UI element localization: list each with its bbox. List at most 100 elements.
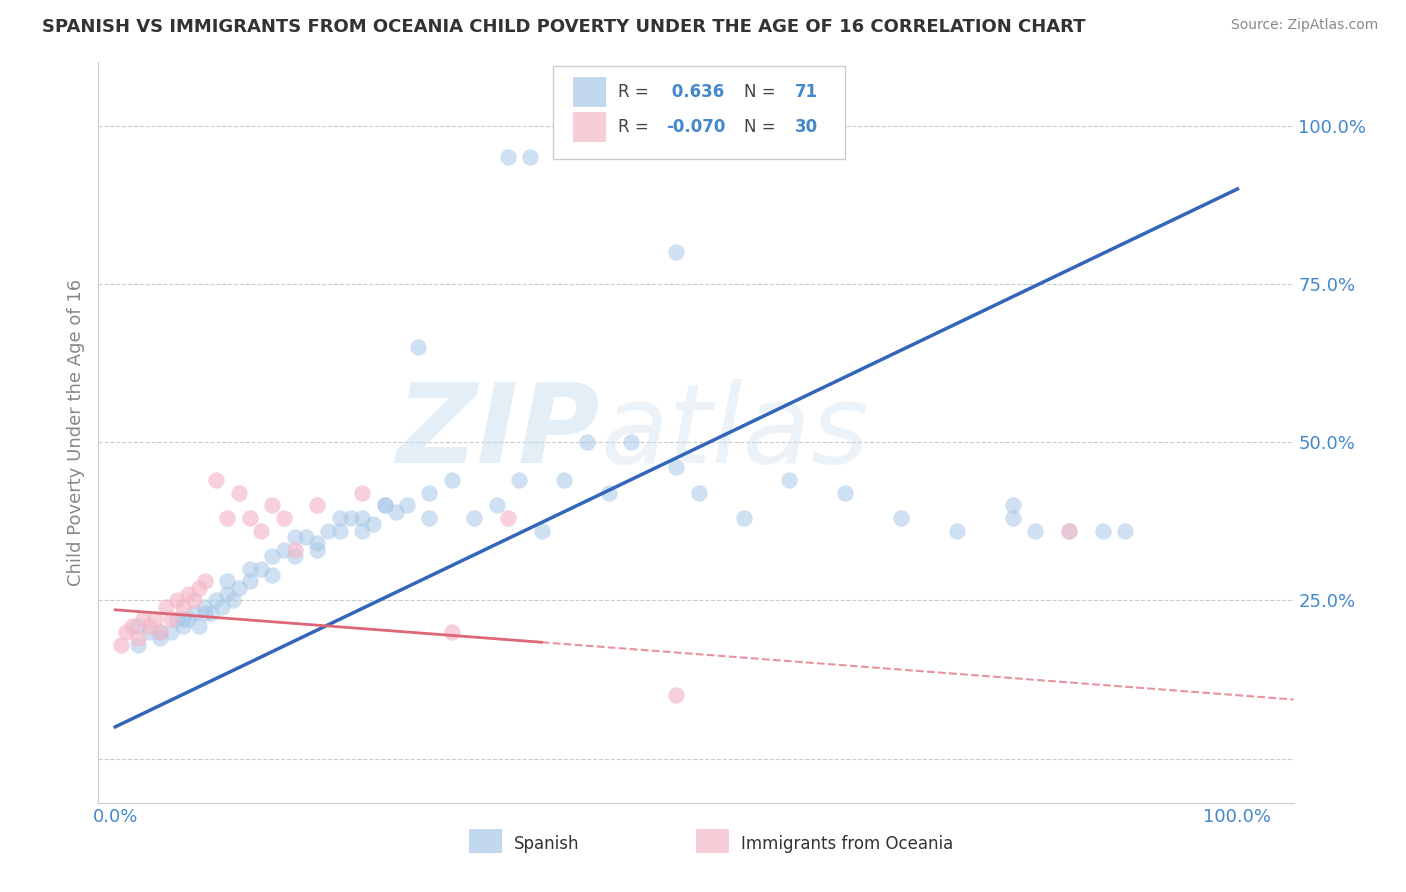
Point	[307, 536, 329, 550]
Point	[160, 612, 183, 626]
Point	[239, 562, 262, 576]
Text: Immigrants from Oceania: Immigrants from Oceania	[741, 835, 953, 853]
Point	[284, 542, 307, 557]
Point	[329, 524, 352, 538]
Point	[496, 511, 519, 525]
Point	[239, 574, 262, 589]
Point	[1091, 524, 1114, 538]
Point	[340, 511, 363, 525]
Point	[177, 587, 200, 601]
Point	[177, 612, 200, 626]
Text: Source: ZipAtlas.com: Source: ZipAtlas.com	[1230, 18, 1378, 32]
Point	[295, 530, 318, 544]
Point	[834, 485, 856, 500]
Point	[496, 150, 519, 164]
Point	[374, 499, 396, 513]
Point	[374, 499, 396, 513]
Point	[138, 624, 160, 639]
Text: 71: 71	[796, 83, 818, 101]
Point	[519, 150, 541, 164]
Text: -0.070: -0.070	[666, 118, 725, 136]
Point	[418, 485, 440, 500]
Point	[172, 618, 194, 632]
Point	[440, 624, 463, 639]
Point	[121, 618, 143, 632]
Point	[1057, 524, 1080, 538]
Point	[352, 524, 374, 538]
Point	[1001, 511, 1024, 525]
Point	[183, 606, 205, 620]
Point	[217, 574, 239, 589]
Point	[318, 524, 340, 538]
Point	[250, 524, 273, 538]
Point	[166, 612, 188, 626]
Point	[127, 638, 149, 652]
Point	[188, 581, 211, 595]
Point	[205, 473, 228, 487]
Point	[194, 574, 217, 589]
Point	[262, 499, 284, 513]
FancyBboxPatch shape	[696, 830, 730, 853]
Point	[395, 499, 418, 513]
Point	[1001, 499, 1024, 513]
Point	[1024, 524, 1046, 538]
Point	[149, 632, 172, 646]
Point	[1114, 524, 1136, 538]
Point	[132, 612, 155, 626]
Point	[222, 593, 245, 607]
Point	[127, 618, 149, 632]
Point	[200, 606, 222, 620]
Point	[217, 587, 239, 601]
Point	[160, 624, 183, 639]
Point	[239, 511, 262, 525]
Point	[508, 473, 530, 487]
Text: 0.636: 0.636	[666, 83, 724, 101]
Text: ZIP: ZIP	[396, 379, 600, 486]
Point	[284, 549, 307, 563]
Point	[188, 618, 211, 632]
Text: SPANISH VS IMMIGRANTS FROM OCEANIA CHILD POVERTY UNDER THE AGE OF 16 CORRELATION: SPANISH VS IMMIGRANTS FROM OCEANIA CHILD…	[42, 18, 1085, 36]
Point	[890, 511, 912, 525]
Text: Spanish: Spanish	[515, 835, 579, 853]
Point	[115, 624, 138, 639]
Point	[688, 485, 710, 500]
Point	[307, 499, 329, 513]
Point	[149, 624, 172, 639]
Point	[385, 505, 408, 519]
FancyBboxPatch shape	[470, 830, 502, 853]
Point	[284, 530, 307, 544]
Point	[205, 593, 228, 607]
Point	[250, 562, 273, 576]
Point	[485, 499, 508, 513]
FancyBboxPatch shape	[553, 66, 845, 159]
Point	[665, 460, 688, 475]
Point	[665, 245, 688, 260]
Point	[598, 485, 620, 500]
Point	[946, 524, 969, 538]
Point	[138, 618, 160, 632]
Text: atlas: atlas	[600, 379, 869, 486]
Point	[262, 549, 284, 563]
Y-axis label: Child Poverty Under the Age of 16: Child Poverty Under the Age of 16	[66, 279, 84, 586]
Point	[211, 599, 233, 614]
Point	[575, 435, 598, 450]
Text: N =: N =	[744, 118, 780, 136]
Point	[110, 638, 132, 652]
Point	[143, 612, 166, 626]
Text: R =: R =	[619, 118, 654, 136]
Point	[194, 599, 217, 614]
Text: R =: R =	[619, 83, 654, 101]
Point	[778, 473, 800, 487]
Point	[1057, 524, 1080, 538]
FancyBboxPatch shape	[572, 78, 606, 107]
Point	[418, 511, 440, 525]
FancyBboxPatch shape	[572, 112, 606, 142]
Point	[463, 511, 485, 525]
Text: 30: 30	[796, 118, 818, 136]
Point	[183, 593, 205, 607]
Point	[363, 517, 385, 532]
Point	[620, 435, 643, 450]
Point	[228, 581, 250, 595]
Point	[166, 593, 188, 607]
Point	[352, 511, 374, 525]
